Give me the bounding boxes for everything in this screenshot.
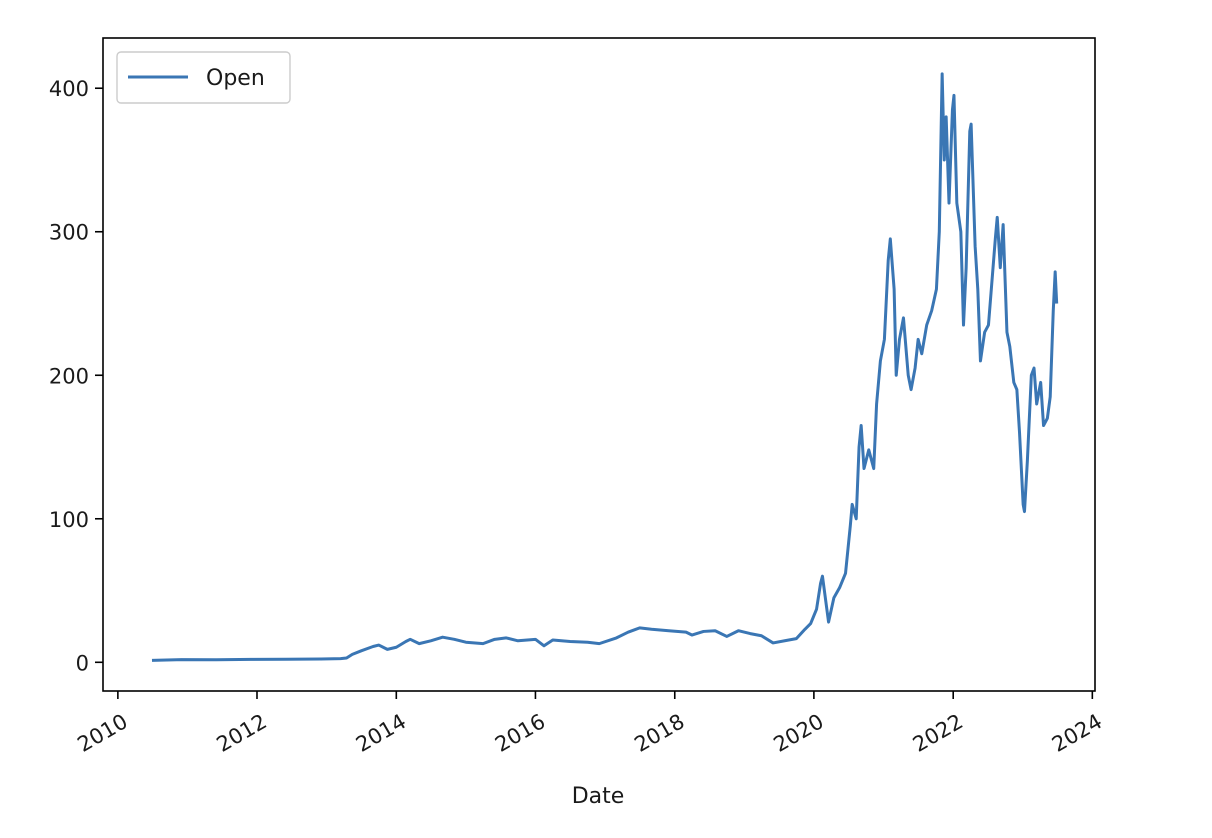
legend-label-open: Open [206, 66, 265, 91]
y-tick-label: 200 [49, 364, 89, 388]
plot-area [151, 72, 1059, 662]
legend: Open [116, 51, 291, 104]
x-axis-label: Date [572, 784, 625, 809]
y-tick-label: 300 [49, 221, 89, 245]
y-tick-label: 400 [49, 77, 89, 101]
y-tick-label: 100 [49, 508, 89, 532]
y-tick-label: 0 [76, 651, 89, 675]
series-line-open [151, 72, 1059, 662]
y-axis-ticks: 0 100 200 300 400 [49, 77, 103, 675]
axes-frame [102, 37, 1096, 692]
legend-box [116, 51, 291, 104]
